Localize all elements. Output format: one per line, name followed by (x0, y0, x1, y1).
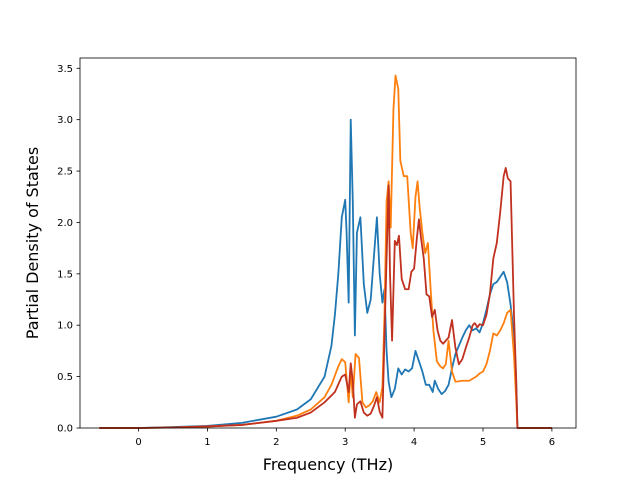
series-line-2 (99, 74, 552, 429)
y-tick-label: 3.5 (57, 64, 73, 75)
x-tick-label: 0 (135, 437, 141, 448)
y-tick-label: 2.5 (57, 167, 73, 178)
series-line-1 (99, 118, 552, 429)
y-tick-label: 3.0 (57, 115, 73, 126)
y-tick-label: 2.0 (57, 218, 73, 229)
y-tick-label: 0.5 (57, 372, 73, 383)
x-axis-label: Frequency (THz) (263, 455, 393, 474)
x-tick-label: 6 (549, 437, 555, 448)
x-tick-label: 1 (204, 437, 210, 448)
y-tick-label: 0.0 (57, 424, 73, 435)
y-axis: 0.0 0.5 1.0 1.5 2.0 2.5 3.0 3.5 (57, 64, 80, 435)
x-axis: 0 1 2 3 4 5 6 (135, 428, 555, 448)
y-tick-label: 1.0 (57, 321, 73, 332)
y-tick-label: 1.5 (57, 269, 73, 280)
series-layer (99, 74, 552, 429)
x-tick-label: 2 (273, 437, 279, 448)
plot-area (80, 58, 576, 428)
plot-frame (79, 57, 577, 429)
series-line-3 (99, 167, 552, 429)
x-tick-label: 3 (342, 437, 348, 448)
x-tick-label: 4 (411, 437, 417, 448)
x-tick-label: 5 (480, 437, 486, 448)
y-axis-label: Partial Density of States (23, 147, 42, 339)
